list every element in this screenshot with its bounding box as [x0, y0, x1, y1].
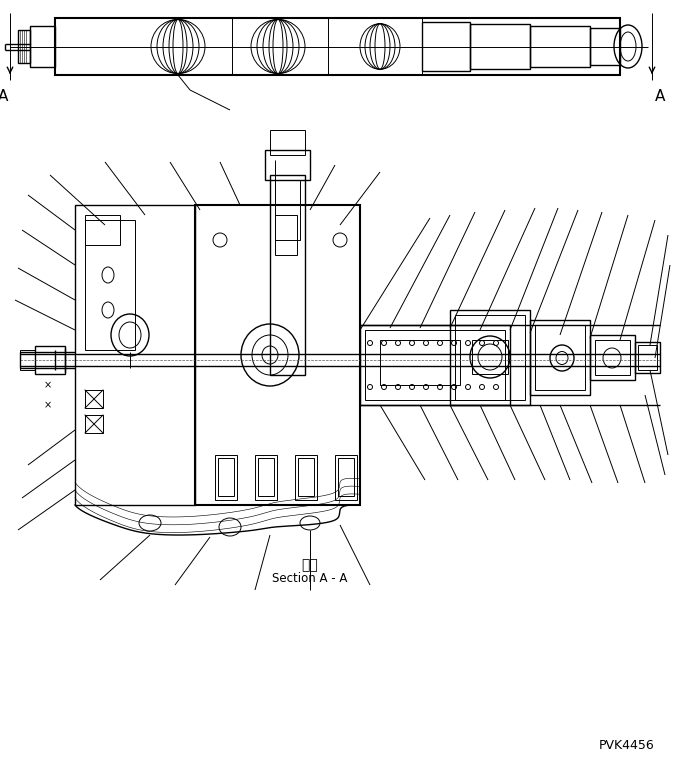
Bar [295, 455, 317, 500]
Bar [20, 350, 35, 370]
Bar [595, 340, 630, 375]
Bar [275, 180, 300, 240]
Bar [450, 310, 530, 405]
Text: 断面: 断面 [302, 558, 318, 572]
Text: ×: × [44, 380, 52, 390]
Bar [360, 325, 510, 405]
Bar [275, 215, 297, 255]
Bar [470, 24, 530, 69]
Bar [270, 130, 305, 155]
Text: ×: × [44, 400, 52, 410]
Text: PVK4456: PVK4456 [599, 739, 655, 752]
Bar [265, 150, 310, 180]
Bar [338, 458, 354, 496]
Bar [85, 215, 120, 245]
Bar [335, 455, 357, 500]
Bar [365, 330, 505, 400]
Bar [55, 18, 620, 75]
Bar [85, 390, 103, 408]
Bar [215, 455, 237, 500]
Bar [85, 220, 135, 350]
Bar [380, 340, 460, 385]
Bar [530, 320, 590, 395]
Bar [535, 325, 585, 390]
Bar [18, 30, 30, 63]
Bar [75, 205, 195, 505]
Bar [255, 455, 277, 500]
Bar [298, 458, 314, 496]
Bar [270, 175, 305, 375]
Bar [635, 342, 660, 373]
Text: A: A [655, 89, 665, 104]
Bar [85, 415, 103, 433]
Bar [590, 335, 635, 380]
Text: A: A [0, 89, 8, 104]
Bar [258, 458, 274, 496]
Bar [30, 26, 55, 67]
Bar [195, 205, 360, 505]
Bar [35, 346, 65, 374]
Bar [638, 345, 657, 370]
Text: Section A - A: Section A - A [272, 572, 347, 585]
Bar [590, 28, 620, 65]
Bar [455, 315, 525, 400]
Bar [422, 22, 470, 71]
Bar [530, 26, 590, 67]
Bar [472, 340, 508, 374]
Bar [218, 458, 234, 496]
